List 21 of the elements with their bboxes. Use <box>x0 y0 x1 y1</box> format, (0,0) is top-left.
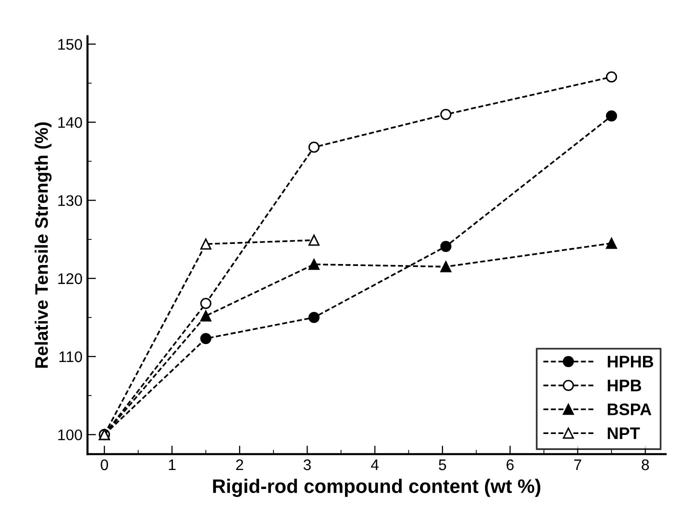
legend-label: NPT <box>608 428 640 439</box>
x-tick-label: 6 <box>506 459 514 470</box>
legend-label: HPB <box>608 380 642 392</box>
x-tick-label: 0 <box>100 459 108 470</box>
legend-label: BSPA <box>608 403 652 416</box>
y-tick-label: 110 <box>59 351 82 362</box>
legend-label: HPHB <box>608 356 654 368</box>
x-tick-label: 4 <box>370 460 379 470</box>
x-tick-label: 8 <box>642 459 649 470</box>
x-tick-label: 5 <box>438 460 446 470</box>
y-tick-label: 100 <box>58 429 82 440</box>
y-axis-title: Relative Tensile Strength (%) <box>34 122 52 368</box>
y-tick-label: 120 <box>58 273 82 284</box>
x-tick-label: 1 <box>168 460 176 470</box>
x-tick-label: 3 <box>304 459 311 470</box>
x-axis-title: Rigid-rod compound content (wt %) <box>213 478 540 497</box>
y-tick-label: 130 <box>58 195 82 206</box>
x-tick-label: 2 <box>236 459 244 470</box>
y-tick-label: 140 <box>58 117 82 128</box>
y-tick-label: 150 <box>58 39 82 50</box>
x-tick-label: 7 <box>574 460 582 470</box>
